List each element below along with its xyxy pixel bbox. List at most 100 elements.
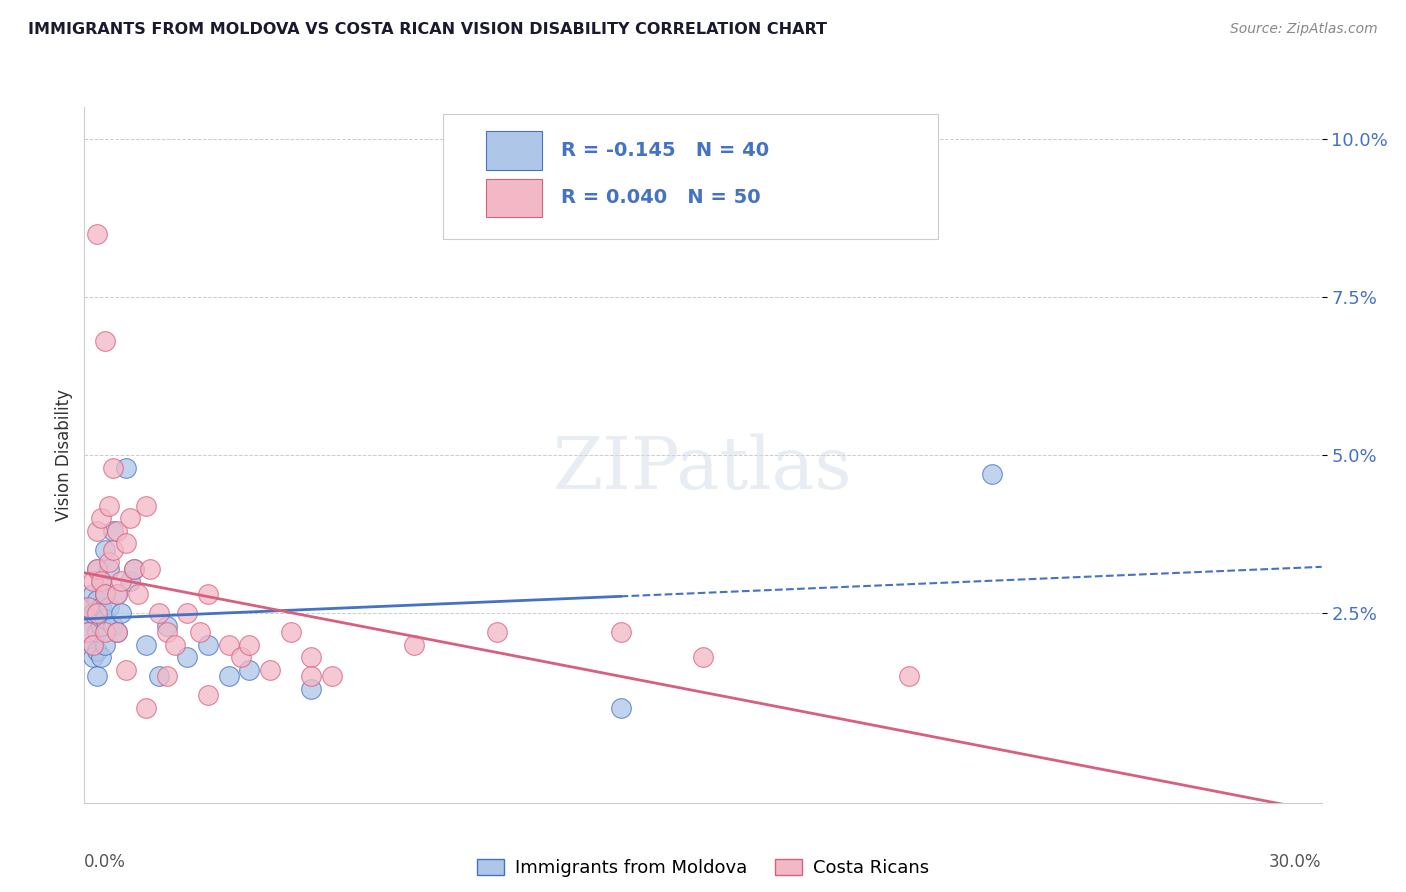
FancyBboxPatch shape xyxy=(486,178,543,217)
Point xyxy=(105,625,128,640)
Point xyxy=(218,669,240,683)
Point xyxy=(135,499,157,513)
Point xyxy=(176,606,198,620)
Point xyxy=(82,638,104,652)
Point xyxy=(139,562,162,576)
Point xyxy=(110,574,132,589)
Point xyxy=(86,562,108,576)
Point xyxy=(280,625,302,640)
Point xyxy=(98,599,121,614)
Point xyxy=(114,536,136,550)
Point xyxy=(103,542,125,557)
Point xyxy=(110,606,132,620)
Point xyxy=(188,625,211,640)
Point xyxy=(82,650,104,665)
Point xyxy=(229,650,252,665)
Point xyxy=(105,524,128,538)
Point xyxy=(156,625,179,640)
Point xyxy=(148,606,170,620)
Point xyxy=(299,681,322,696)
Point xyxy=(94,638,117,652)
Point xyxy=(86,669,108,683)
Point xyxy=(86,644,108,658)
Point xyxy=(94,587,117,601)
Text: ZIPatlas: ZIPatlas xyxy=(553,434,853,504)
Point xyxy=(321,669,343,683)
Point xyxy=(82,587,104,601)
Point xyxy=(299,650,322,665)
Point xyxy=(165,638,187,652)
Point xyxy=(197,587,219,601)
Y-axis label: Vision Disability: Vision Disability xyxy=(55,389,73,521)
Text: IMMIGRANTS FROM MOLDOVA VS COSTA RICAN VISION DISABILITY CORRELATION CHART: IMMIGRANTS FROM MOLDOVA VS COSTA RICAN V… xyxy=(28,22,827,37)
Point xyxy=(135,638,157,652)
Point xyxy=(82,574,104,589)
Point xyxy=(259,663,281,677)
Point xyxy=(77,599,100,614)
Text: Source: ZipAtlas.com: Source: ZipAtlas.com xyxy=(1230,22,1378,37)
Point xyxy=(86,562,108,576)
Point xyxy=(105,587,128,601)
Point xyxy=(238,638,260,652)
Point xyxy=(77,625,100,640)
Point xyxy=(118,574,141,589)
Point xyxy=(122,562,145,576)
Point xyxy=(94,542,117,557)
Point xyxy=(299,669,322,683)
FancyBboxPatch shape xyxy=(443,114,938,239)
Point xyxy=(980,467,1002,481)
Text: 0.0%: 0.0% xyxy=(84,854,127,871)
Point xyxy=(86,593,108,607)
Legend: Immigrants from Moldova, Costa Ricans: Immigrants from Moldova, Costa Ricans xyxy=(470,852,936,884)
Point xyxy=(86,625,108,640)
Point xyxy=(98,556,121,570)
Point xyxy=(103,618,125,632)
Point xyxy=(148,669,170,683)
Point xyxy=(86,524,108,538)
Point xyxy=(94,612,117,626)
Point xyxy=(238,663,260,677)
Text: 30.0%: 30.0% xyxy=(1270,854,1322,871)
Point xyxy=(485,625,508,640)
Point xyxy=(103,460,125,475)
Point xyxy=(82,638,104,652)
Point xyxy=(105,587,128,601)
Point xyxy=(86,227,108,241)
Point xyxy=(118,511,141,525)
Point xyxy=(90,574,112,589)
Point xyxy=(98,499,121,513)
Point xyxy=(127,587,149,601)
Text: R = 0.040   N = 50: R = 0.040 N = 50 xyxy=(561,188,761,207)
Point xyxy=(90,599,112,614)
Point xyxy=(86,606,108,620)
Point xyxy=(156,618,179,632)
Text: R = -0.145   N = 40: R = -0.145 N = 40 xyxy=(561,141,769,160)
Point xyxy=(197,688,219,702)
Point xyxy=(103,524,125,538)
Point xyxy=(94,587,117,601)
Point xyxy=(77,599,100,614)
Point xyxy=(197,638,219,652)
Point xyxy=(94,625,117,640)
Point xyxy=(90,574,112,589)
Point xyxy=(105,625,128,640)
Point xyxy=(90,511,112,525)
Point xyxy=(218,638,240,652)
Point xyxy=(90,618,112,632)
FancyBboxPatch shape xyxy=(486,131,543,169)
Point xyxy=(114,460,136,475)
Point xyxy=(77,625,100,640)
Point xyxy=(609,701,631,715)
Point xyxy=(404,638,426,652)
Point xyxy=(609,625,631,640)
Point xyxy=(98,562,121,576)
Point xyxy=(90,650,112,665)
Point xyxy=(82,606,104,620)
Point xyxy=(176,650,198,665)
Point xyxy=(156,669,179,683)
Point xyxy=(692,650,714,665)
Point xyxy=(114,663,136,677)
Point xyxy=(77,612,100,626)
Point xyxy=(122,562,145,576)
Point xyxy=(898,669,921,683)
